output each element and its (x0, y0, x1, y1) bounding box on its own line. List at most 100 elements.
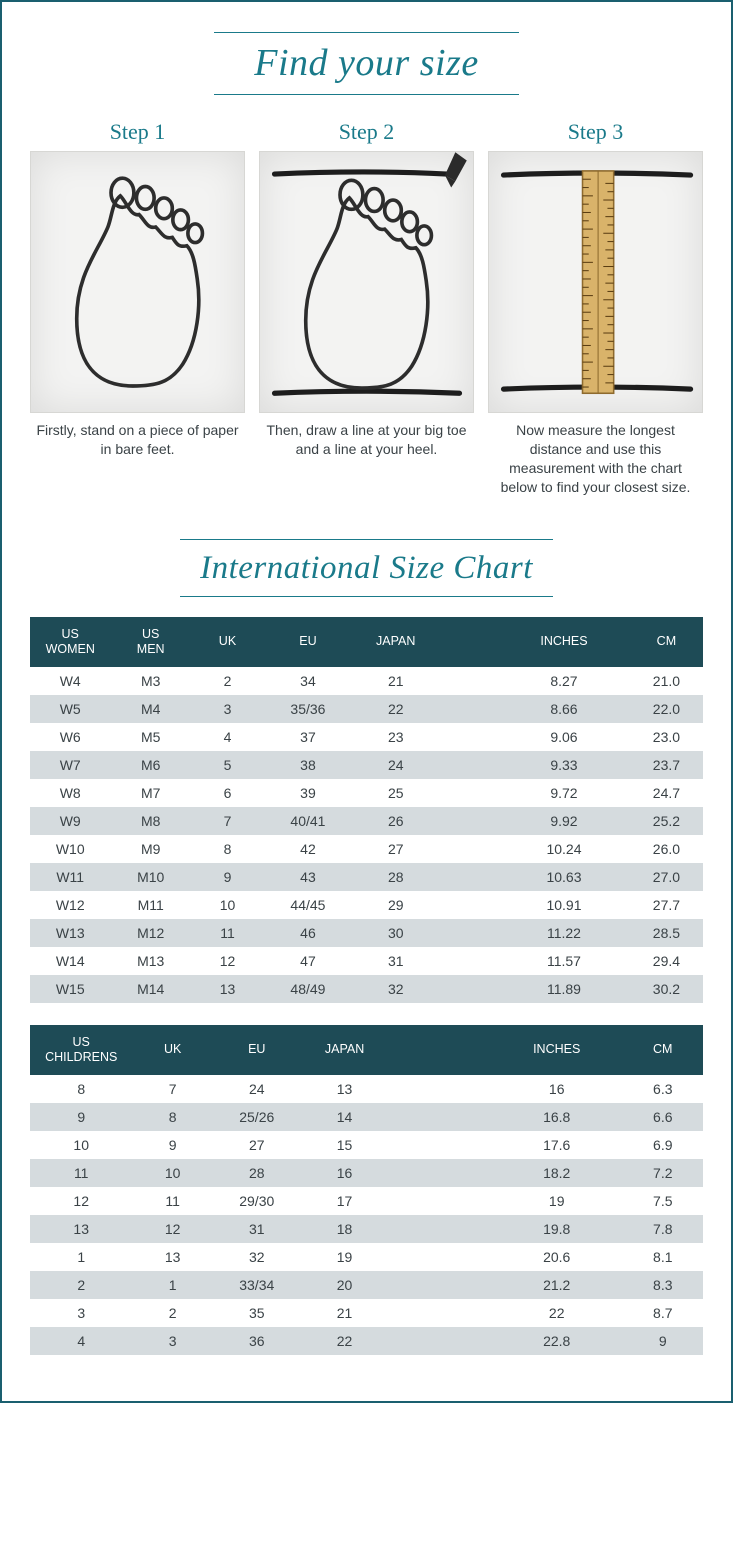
table-row: W7M6538249.3323.7 (30, 751, 703, 779)
table-cell: W9 (30, 807, 110, 835)
table-cell (388, 1159, 490, 1187)
step-2-caption: Then, draw a line at your big toe and a … (259, 421, 474, 459)
table-cell (388, 1271, 490, 1299)
step-1-label: Step 1 (30, 119, 245, 145)
table-cell: 8 (132, 1103, 212, 1131)
table-cell: W12 (30, 891, 110, 919)
table-cell (440, 891, 499, 919)
table-cell: 21 (301, 1299, 389, 1327)
table-cell: 6.9 (623, 1131, 703, 1159)
table-cell (388, 1103, 490, 1131)
table-cell: 6.6 (623, 1103, 703, 1131)
table-cell (440, 695, 499, 723)
table-cell (440, 751, 499, 779)
table-cell: 21.2 (491, 1271, 623, 1299)
table-cell (440, 863, 499, 891)
table-row: 9825/261416.86.6 (30, 1103, 703, 1131)
table-cell: 10.91 (498, 891, 630, 919)
table-header-cell: JAPAN (301, 1025, 389, 1075)
table-cell: W4 (30, 667, 110, 695)
table-row: W9M8740/41269.9225.2 (30, 807, 703, 835)
table-cell: 1 (132, 1271, 212, 1299)
table-header-cell: UK (191, 617, 264, 667)
table-cell: 27 (352, 835, 440, 863)
table-cell: W15 (30, 975, 110, 1003)
table-cell: 19 (491, 1187, 623, 1215)
table-cell: 9.06 (498, 723, 630, 751)
table-cell (388, 1299, 490, 1327)
table-cell: 8 (30, 1075, 132, 1103)
table-cell: 9 (30, 1103, 132, 1131)
table-cell: 3 (30, 1299, 132, 1327)
table-cell: 20.6 (491, 1243, 623, 1271)
table-cell (440, 723, 499, 751)
table-cell: 13 (191, 975, 264, 1003)
adult-table-header-row: USWOMENUSMENUKEUJAPANINCHESCM (30, 617, 703, 667)
table-cell: 8.1 (623, 1243, 703, 1271)
foot-lines-pencil-icon (260, 152, 473, 412)
table-cell: 48/49 (264, 975, 352, 1003)
table-cell: 11 (30, 1159, 132, 1187)
table-cell: 4 (191, 723, 264, 751)
table-cell: 13 (301, 1075, 389, 1103)
table-cell (388, 1131, 490, 1159)
table-cell: 17.6 (491, 1131, 623, 1159)
table-row: 113321920.68.1 (30, 1243, 703, 1271)
table-cell: 11 (132, 1187, 212, 1215)
page-title: Find your size (214, 32, 518, 95)
table-cell: 25/26 (213, 1103, 301, 1131)
table-header-cell: USMEN (110, 617, 190, 667)
pencil-icon (445, 152, 467, 187)
table-cell: 29 (352, 891, 440, 919)
table-cell: 8.3 (623, 1271, 703, 1299)
table-row: 1110281618.27.2 (30, 1159, 703, 1187)
table-header-cell (440, 617, 499, 667)
table-cell: 17 (301, 1187, 389, 1215)
table-cell: 3 (191, 695, 264, 723)
table-cell: 6 (191, 779, 264, 807)
table-cell: 2 (191, 667, 264, 695)
table-cell: 24 (352, 751, 440, 779)
table-row: W15M141348/493211.8930.2 (30, 975, 703, 1003)
table-cell: 23 (352, 723, 440, 751)
table-cell: 7.5 (623, 1187, 703, 1215)
table-cell: 31 (352, 947, 440, 975)
foot-outline-icon (31, 152, 244, 412)
table-cell: 31 (213, 1215, 301, 1243)
table-row: W14M1312473111.5729.4 (30, 947, 703, 975)
table-cell: 9.72 (498, 779, 630, 807)
table-cell: 18 (301, 1215, 389, 1243)
table-cell: 39 (264, 779, 352, 807)
child-table-body: 872413166.39825/261416.86.6109271517.66.… (30, 1075, 703, 1355)
child-size-table: USCHILDRENSUKEUJAPANINCHESCM 872413166.3… (30, 1025, 703, 1355)
step-3-illustration (488, 151, 703, 413)
table-cell: 7 (191, 807, 264, 835)
table-cell: 12 (191, 947, 264, 975)
table-cell: 10.24 (498, 835, 630, 863)
table-cell: 29.4 (630, 947, 703, 975)
table-cell: M10 (110, 863, 190, 891)
table-cell: 4 (30, 1327, 132, 1355)
table-cell: 11 (191, 919, 264, 947)
chart-title: International Size Chart (180, 539, 553, 597)
table-cell: 15 (301, 1131, 389, 1159)
table-cell: 35/36 (264, 695, 352, 723)
table-header-cell: UK (132, 1025, 212, 1075)
table-row: 872413166.3 (30, 1075, 703, 1103)
table-header-cell: CM (630, 617, 703, 667)
table-cell (440, 835, 499, 863)
table-cell: 30 (352, 919, 440, 947)
table-cell: 25 (352, 779, 440, 807)
table-cell (440, 975, 499, 1003)
table-cell: 8.27 (498, 667, 630, 695)
table-cell: 27 (213, 1131, 301, 1159)
table-cell: 14 (301, 1103, 389, 1131)
child-table-header-row: USCHILDRENSUKEUJAPANINCHESCM (30, 1025, 703, 1075)
table-header-cell: CM (623, 1025, 703, 1075)
table-cell (440, 667, 499, 695)
step-2-label: Step 2 (259, 119, 474, 145)
table-cell: 24 (213, 1075, 301, 1103)
table-header-cell: JAPAN (352, 617, 440, 667)
table-cell: 5 (191, 751, 264, 779)
table-row: 109271517.66.9 (30, 1131, 703, 1159)
